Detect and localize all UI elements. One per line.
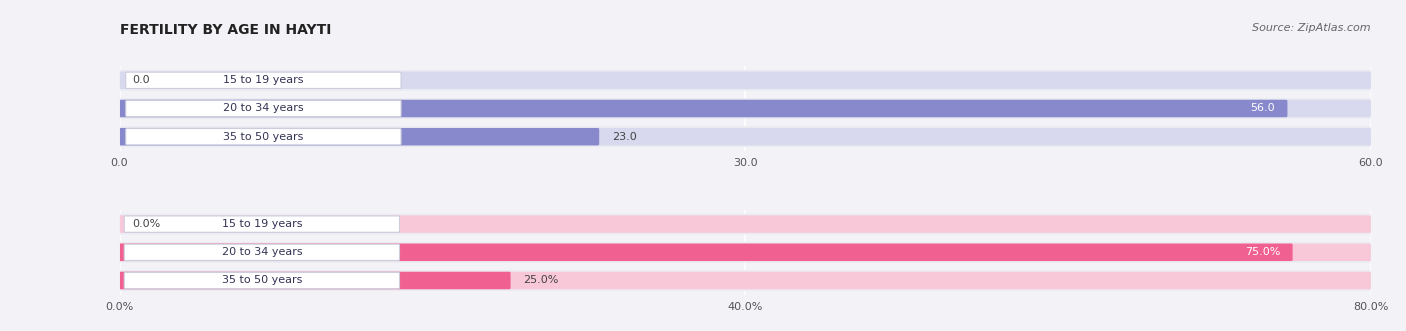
Text: 56.0: 56.0 bbox=[1250, 104, 1275, 114]
FancyBboxPatch shape bbox=[120, 272, 1371, 289]
Text: 15 to 19 years: 15 to 19 years bbox=[222, 219, 302, 229]
FancyBboxPatch shape bbox=[125, 100, 401, 117]
FancyBboxPatch shape bbox=[124, 244, 399, 260]
FancyBboxPatch shape bbox=[120, 270, 1371, 291]
Text: 15 to 19 years: 15 to 19 years bbox=[224, 75, 304, 85]
FancyBboxPatch shape bbox=[120, 242, 1371, 263]
FancyBboxPatch shape bbox=[120, 244, 1371, 261]
FancyBboxPatch shape bbox=[120, 70, 1371, 91]
FancyBboxPatch shape bbox=[124, 272, 399, 289]
Text: 0.0%: 0.0% bbox=[132, 219, 160, 229]
FancyBboxPatch shape bbox=[120, 128, 1371, 145]
Text: 23.0: 23.0 bbox=[612, 132, 637, 142]
FancyBboxPatch shape bbox=[120, 128, 599, 145]
Text: 25.0%: 25.0% bbox=[523, 275, 558, 286]
FancyBboxPatch shape bbox=[120, 98, 1371, 119]
FancyBboxPatch shape bbox=[125, 72, 401, 88]
Text: 35 to 50 years: 35 to 50 years bbox=[224, 132, 304, 142]
FancyBboxPatch shape bbox=[120, 215, 1371, 233]
Text: 75.0%: 75.0% bbox=[1244, 247, 1279, 257]
FancyBboxPatch shape bbox=[125, 128, 401, 145]
Text: 35 to 50 years: 35 to 50 years bbox=[222, 275, 302, 286]
FancyBboxPatch shape bbox=[120, 100, 1371, 117]
Text: 20 to 34 years: 20 to 34 years bbox=[222, 247, 302, 257]
FancyBboxPatch shape bbox=[120, 100, 1288, 117]
Text: 0.0: 0.0 bbox=[132, 75, 149, 85]
Text: Source: ZipAtlas.com: Source: ZipAtlas.com bbox=[1253, 23, 1371, 33]
FancyBboxPatch shape bbox=[120, 244, 1292, 261]
FancyBboxPatch shape bbox=[120, 126, 1371, 147]
Text: FERTILITY BY AGE IN HAYTI: FERTILITY BY AGE IN HAYTI bbox=[120, 23, 330, 37]
FancyBboxPatch shape bbox=[120, 272, 510, 289]
FancyBboxPatch shape bbox=[120, 214, 1371, 235]
FancyBboxPatch shape bbox=[124, 216, 399, 232]
FancyBboxPatch shape bbox=[120, 71, 1371, 89]
Text: 20 to 34 years: 20 to 34 years bbox=[224, 104, 304, 114]
